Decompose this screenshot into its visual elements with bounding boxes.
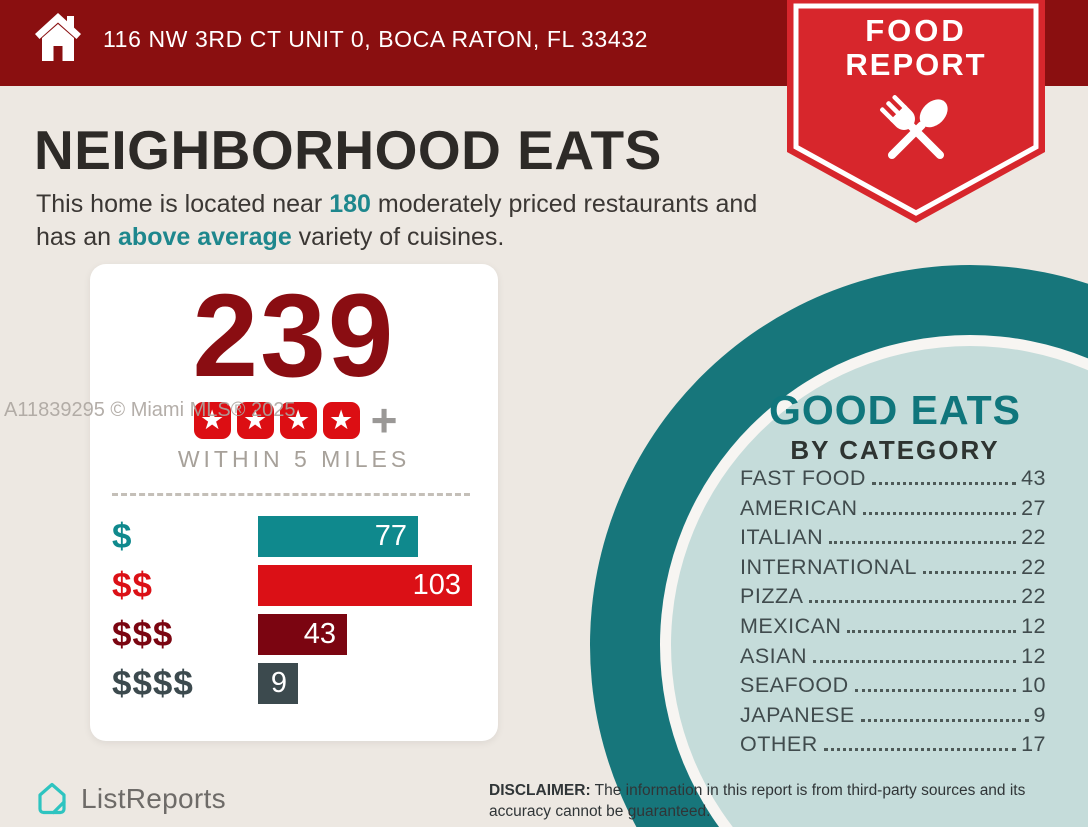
brand-name: ListReports <box>81 783 226 814</box>
price-tier-label: $$$ <box>112 614 174 654</box>
dot-leader <box>847 629 1017 633</box>
price-tier-bar: 43 <box>258 614 347 656</box>
category-count: 10 <box>1021 673 1046 698</box>
star-icon: ★ <box>279 401 317 439</box>
property-address: 116 NW 3RD CT UNIT 0, BOCA RATON, FL 334… <box>103 26 649 52</box>
dot-leader <box>922 570 1017 574</box>
dot-leader <box>854 689 1017 693</box>
good-eats-title: GOOD EATS <box>769 387 1021 433</box>
listreports-brand: ListReports <box>33 780 226 818</box>
price-tier-label: $$ <box>112 565 153 605</box>
price-bar-row: $$$ 43 <box>112 614 498 656</box>
dot-leader <box>863 511 1017 515</box>
category-label: ASIAN <box>740 643 808 668</box>
dot-leader <box>829 541 1017 545</box>
category-count: 22 <box>1021 584 1046 609</box>
price-tier-bar: 77 <box>258 516 418 558</box>
price-bar-chart: $77 $$ 103 $$$ 43 $$$$ 9 <box>90 496 498 705</box>
star-icon: ★ <box>236 401 274 439</box>
category-count: 12 <box>1021 643 1046 668</box>
category-count: 9 <box>1033 702 1046 727</box>
category-label: PIZZA <box>740 584 804 609</box>
category-count: 43 <box>1021 466 1046 490</box>
category-row: SEAFOOD 10 <box>740 673 1046 703</box>
price-tier-bar: 103 <box>258 565 472 607</box>
dot-leader <box>871 482 1017 485</box>
good-eats-circle-ring <box>590 265 1088 827</box>
good-eats-heading: GOOD EATS BY CATEGORY <box>730 387 1060 466</box>
category-row: PIZZA 22 <box>740 584 1046 614</box>
spoon-and-fork-crossed-icon <box>880 95 948 160</box>
price-tier-label: $$$$ <box>112 663 194 703</box>
star-icon: ★ <box>193 401 231 439</box>
category-count: 22 <box>1021 525 1046 550</box>
price-tier-label: $ <box>112 516 133 556</box>
category-label: JAPANESE <box>740 702 855 727</box>
category-label: MEXICAN <box>740 613 842 638</box>
rating-row: ★ ★ ★ ★ + <box>90 394 498 447</box>
category-row: ITALIAN 22 <box>740 525 1046 555</box>
intro-text: This home is located near 180 moderately… <box>36 188 786 253</box>
food-report-ribbon: FOOD REPORT <box>787 0 1045 226</box>
category-row: ASIAN 12 <box>740 644 1046 674</box>
star-icon: ★ <box>322 401 360 439</box>
category-row: AMERICAN 27 <box>740 496 1046 526</box>
category-label: SEAFOOD <box>740 673 849 698</box>
dot-leader <box>860 718 1029 722</box>
dashed-divider <box>112 493 470 497</box>
intro-mid: moderately priced restaurants and has an <box>36 190 758 251</box>
category-label: INTERNATIONAL <box>740 554 917 579</box>
restaurant-stats-card: 239 ★ ★ ★ ★ + WITHIN 5 MILES $77 $$ 103 $$$ 43 $… <box>90 264 498 741</box>
home-icon <box>35 13 81 61</box>
plus-sign: + <box>370 394 398 447</box>
category-row: JAPANESE 9 <box>740 703 1046 733</box>
category-row: INTERNATIONAL 22 <box>740 555 1046 585</box>
intro-prefix: This home is located near <box>36 190 330 218</box>
category-count: 27 <box>1021 495 1046 520</box>
star-rating: ★ ★ ★ ★ <box>191 401 363 439</box>
category-count: 22 <box>1021 554 1046 579</box>
dot-leader <box>823 748 1017 752</box>
category-list: FAST FOOD 43 AMERICAN 27 ITALIAN 22 INTERNATIO… <box>740 466 1046 762</box>
category-label: FAST FOOD <box>740 466 866 490</box>
category-count: 12 <box>1021 613 1046 638</box>
intro-suffix: variety of cuisines. <box>291 222 505 251</box>
total-restaurants-number: 239 <box>192 270 396 402</box>
price-bar-row: $$$$ 9 <box>112 663 498 705</box>
variety-highlight: above average <box>118 222 292 251</box>
price-tier-bar: 9 <box>258 663 298 705</box>
listreports-house-page-icon <box>38 782 66 815</box>
disclaimer-text: The information in this report is from t… <box>489 782 1026 820</box>
radius-label: WITHIN 5 MILES <box>177 446 411 473</box>
ribbon-shape <box>787 0 1045 223</box>
disclaimer: DISCLAIMER: The information in this repo… <box>489 781 1064 823</box>
category-row: FAST FOOD 43 <box>740 466 1046 496</box>
price-bar-row: $77 <box>112 516 498 558</box>
category-label: OTHER <box>740 732 818 757</box>
price-bar-row: $$ 103 <box>112 565 498 607</box>
ribbon-title: FOOD REPORT <box>845 13 987 83</box>
category-row: OTHER 17 <box>740 732 1046 762</box>
category-row: MEXICAN 12 <box>740 614 1046 644</box>
category-count: 17 <box>1021 732 1046 757</box>
good-eats-subtitle: BY CATEGORY <box>790 435 1000 465</box>
disclaimer-label: DISCLAIMER: <box>489 782 591 799</box>
category-label: ITALIAN <box>740 525 824 550</box>
dot-leader <box>809 600 1017 604</box>
page-title: NEIGHBORHOOD EATS <box>34 119 662 181</box>
category-label: AMERICAN <box>740 495 858 520</box>
mls-watermark: A11839295 © Miami MLS® 2025 <box>4 399 296 421</box>
restaurant-count-highlight: 180 <box>329 190 371 218</box>
dot-leader <box>813 659 1017 663</box>
